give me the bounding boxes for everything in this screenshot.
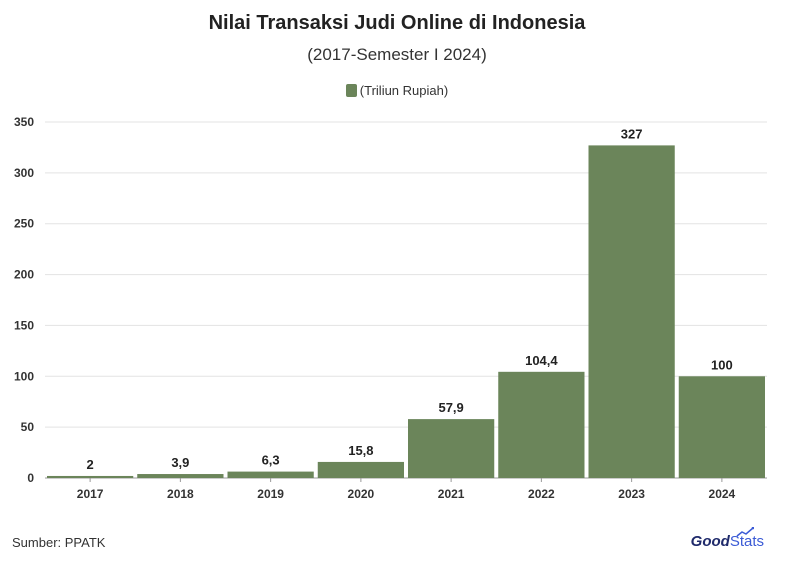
data-label: 3,9 [171,455,189,470]
y-tick-label: 0 [27,471,34,485]
y-tick-label: 350 [14,115,34,129]
bar [498,371,585,478]
legend-swatch [345,84,357,97]
y-tick-label: 200 [14,268,34,282]
data-label: 2 [87,457,94,472]
chart-subtitle: (2017-Semester I 2024) [307,45,487,64]
data-label: 104,4 [525,353,558,368]
legend: (Triliun Rupiah) [0,83,794,98]
y-tick-label: 250 [14,217,34,231]
x-tick-label: 2022 [528,487,555,501]
bar [408,419,495,478]
x-tick-label: 2017 [77,487,104,501]
x-tick-label: 2018 [167,487,194,501]
data-label: 15,8 [348,443,373,458]
y-tick-label: 100 [14,369,34,383]
bar-chart: 0 50 100 150 200 250 300 350 2 2017 3,9 2018 6,3 2019… [14,115,767,501]
x-tick-label: 2020 [348,487,375,501]
x-tick-label: 2023 [618,487,645,501]
data-label: 327 [621,126,643,141]
y-tick-label: 300 [14,166,34,180]
data-label: 57,9 [438,400,463,415]
bar [47,475,134,478]
bar [137,474,224,478]
chart-title: Nilai Transaksi Judi Online di Indonesia [208,12,586,34]
x-tick-label: 2021 [438,487,465,501]
goodstats-logo: GoodStats [690,527,764,550]
data-label: 100 [711,357,733,372]
data-label: 6,3 [262,453,280,468]
bar [227,471,314,478]
logo-stats: Stats [729,533,764,550]
bar [317,461,404,478]
legend-label: (Triliun Rupiah) [359,83,449,98]
logo-good: Good [690,533,730,550]
y-tick-label: 150 [14,318,34,332]
x-tick-label: 2019 [257,487,284,501]
bar [588,145,675,478]
trend-icon [736,527,754,537]
y-tick-label: 50 [21,420,35,434]
source-note: Sumber: PPATK [12,535,106,550]
x-tick-label: 2024 [709,487,736,501]
bar [678,376,765,478]
